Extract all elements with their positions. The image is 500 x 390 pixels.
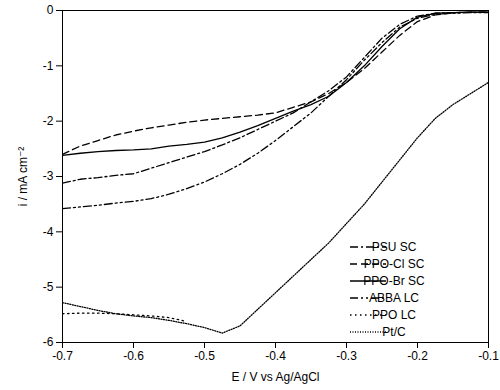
svg-text:-2: -2 [43,114,54,128]
svg-text:-3: -3 [43,169,54,183]
svg-text:0: 0 [47,3,54,17]
svg-text:-5: -5 [43,280,54,294]
svg-text:-4: -4 [43,225,54,239]
svg-text:-0.7: -0.7 [52,349,73,363]
svg-text:-0.1: -0.1 [478,349,499,363]
svg-text:Pt/C: Pt/C [382,325,406,339]
svg-text:ABBA LC: ABBA LC [369,291,419,305]
svg-text:-0.3: -0.3 [336,349,357,363]
svg-text:PPO LC: PPO LC [372,308,416,322]
svg-text:PPO-Cl SC: PPO-Cl SC [364,257,425,271]
svg-text:E / V vs Ag/AgCl: E / V vs Ag/AgCl [231,370,319,384]
svg-text:PSU SC: PSU SC [372,240,417,254]
svg-text:PPO-Br SC: PPO-Br SC [363,274,425,288]
svg-text:i / mA cm⁻²: i / mA cm⁻² [16,147,30,207]
svg-text:-0.6: -0.6 [123,349,144,363]
svg-text:-1: -1 [43,59,54,73]
svg-text:-0.4: -0.4 [265,349,286,363]
svg-text:-6: -6 [43,335,54,349]
svg-text:-0.5: -0.5 [194,349,215,363]
svg-text:-0.2: -0.2 [407,349,428,363]
